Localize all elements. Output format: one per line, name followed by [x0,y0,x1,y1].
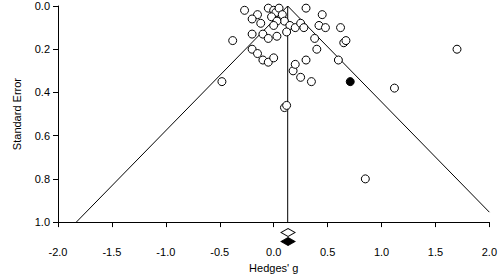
svg-text:0.5: 0.5 [320,246,335,258]
svg-text:1.5: 1.5 [428,246,443,258]
svg-text:0.0: 0.0 [35,0,50,12]
svg-text:0.8: 0.8 [35,173,50,185]
svg-text:1.0: 1.0 [35,216,50,228]
svg-text:Standard Error: Standard Error [11,78,23,150]
svg-text:0.4: 0.4 [35,86,50,98]
svg-text:-1.5: -1.5 [102,246,121,258]
svg-text:-0.5: -0.5 [210,246,229,258]
svg-text:0.2: 0.2 [35,43,50,55]
svg-text:0.6: 0.6 [35,130,50,142]
svg-text:-2.0: -2.0 [49,246,68,258]
svg-text:1.0: 1.0 [374,246,389,258]
svg-text:0.0: 0.0 [266,246,281,258]
svg-text:2.0: 2.0 [482,246,497,258]
svg-text:Hedges' g: Hedges' g [249,262,298,274]
svg-text:-1.0: -1.0 [156,246,175,258]
